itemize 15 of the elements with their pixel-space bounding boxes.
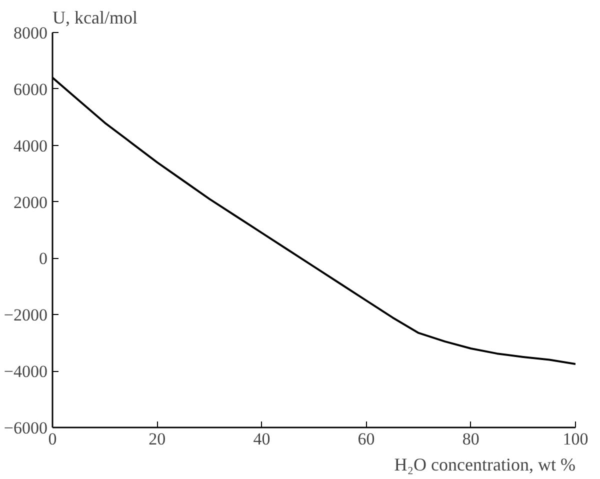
x-axis-title: H₂O concentration, wt % [394,454,576,474]
y-tick-label: 6000 [14,80,48,99]
x-tick-label: 60 [358,430,375,448]
x-tick-label: 100 [562,430,588,448]
y-tick-label: −2000 [4,306,48,325]
y-axis-title: U, kcal/mol [52,8,138,28]
x-tick-label: 80 [462,430,480,448]
y-tick-label: −6000 [4,418,48,438]
y-tick-label: 2000 [14,192,48,212]
x-tick-label: 40 [253,430,270,448]
y-tick-label: 0 [39,249,48,268]
x-tick-label: 20 [148,430,166,448]
y-tick-label: −4000 [4,362,48,382]
y-tick-label: 8000 [14,24,48,42]
y-tick-label: 4000 [14,136,48,156]
